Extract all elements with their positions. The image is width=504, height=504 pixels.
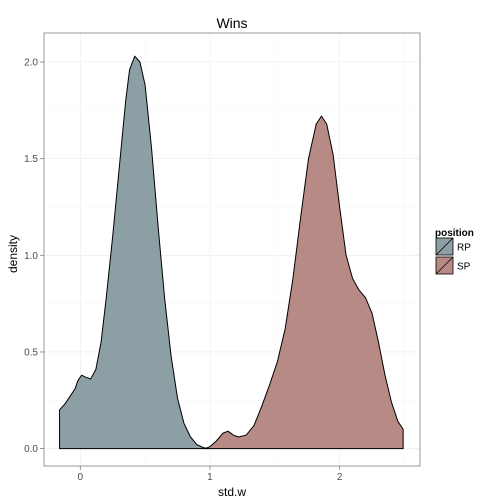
density-area-sp [204, 115, 404, 450]
legend-key-slash [435, 256, 454, 275]
y-tick-label: 0.5 [24, 347, 38, 358]
y-tick-label: 1.0 [24, 251, 38, 262]
density-area-rp [59, 55, 208, 450]
x-axis-title: std.w [218, 485, 246, 499]
legend-label-rp: RP [457, 243, 471, 254]
legend: position RP SP [435, 228, 474, 275]
y-tick-label: 0.0 [24, 444, 38, 455]
chart-title: Wins [216, 15, 247, 31]
y-tick-label: 2.0 [24, 57, 38, 68]
legend-title: position [435, 228, 474, 239]
legend-label-sp: SP [457, 262, 471, 273]
y-tick-label: 1.5 [24, 154, 38, 165]
y-axis-title: density [6, 235, 20, 273]
legend-key-slash [435, 237, 454, 256]
x-tick-label: 1 [207, 472, 213, 483]
x-tick-label: 2 [337, 472, 343, 483]
plot-border [43, 32, 421, 467]
x-tick-label: 0 [78, 472, 84, 483]
